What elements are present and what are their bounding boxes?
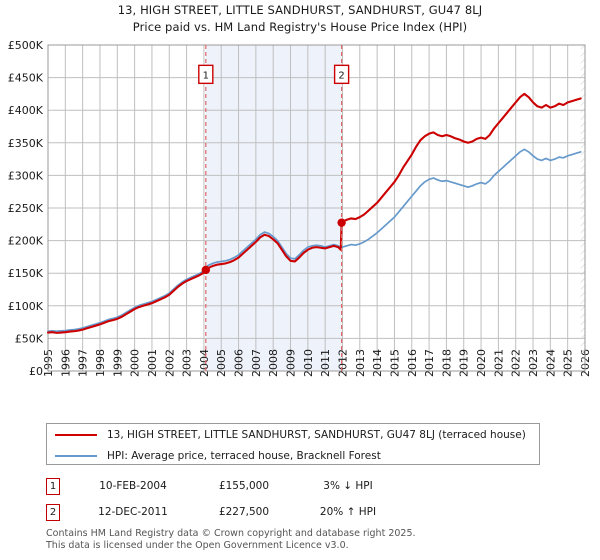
x-axis-tick-label: 1999 [111,349,124,377]
x-axis-tick-label: 2025 [562,349,575,377]
transaction-badge-2: 2 [46,503,60,521]
x-axis-tick-label: 2002 [163,349,176,377]
y-axis-tick-label: £150K [8,267,44,280]
x-axis-tick-label: 2004 [198,349,211,377]
x-axis-tick-label: 2009 [285,349,298,377]
legend-label-hpi: HPI: Average price, terraced house, Brac… [107,449,381,462]
y-axis-tick-label: £250K [8,202,44,215]
y-axis-tick-label: £100K [8,300,44,313]
event-marker-number-1: 1 [203,70,209,81]
x-axis-tick-label: 2011 [319,349,332,377]
x-axis-tick-label: 2006 [233,349,246,377]
transaction-table: 1 10-FEB-2004 £155,000 3% ↓ HPI 2 12-DEC… [46,473,566,525]
chart-title-line-1: 13, HIGH STREET, LITTLE SANDHURST, SANDH… [117,3,483,17]
x-axis-tick-label: 2024 [544,349,557,377]
y-axis-tick-label: £500K [8,39,44,52]
transaction-price-2: £227,500 [218,506,270,518]
x-axis-tick-label: 1996 [59,349,72,377]
y-axis-tick-label: £400K [8,104,44,117]
x-axis-tick-label: 1998 [94,349,107,377]
x-axis-tick-label: 2022 [510,349,523,377]
transaction-badge-1: 1 [46,477,60,495]
plot-border [47,44,586,372]
legend-swatch-price-paid [55,433,97,436]
x-axis-tick-label: 2007 [250,349,263,377]
x-axis-tick-label: 2023 [527,349,540,377]
x-axis-tick-label: 2020 [475,349,488,377]
footer-line-2: This data is licensed under the Open Gov… [46,539,349,551]
no-data-hatched-region [580,45,585,371]
x-axis-tick-label: 2008 [267,349,280,377]
chart-plot-area: £0 £50K £100K £150K £200K £250K £300K £350K £400… [8,39,592,378]
event-marker-badge-2 [333,64,350,85]
x-axis-tick-label: 1997 [77,349,90,377]
transaction-hpi-delta-2: 20% ↑ HPI [319,506,377,518]
y-axis-tick-label: £200K [8,235,44,248]
event-marker-badge-1 [198,64,214,85]
x-axis-tick-label: 2018 [440,349,453,377]
y-axis-tick-label: £300K [8,169,44,182]
legend-item-hpi: HPI: Average price, terraced house, Brac… [47,445,539,466]
transaction-date-1: 10-FEB-2004 [99,480,167,492]
table-row: 2 12-DEC-2011 £227,500 20% ↑ HPI [46,499,566,525]
footer-line-1: Contains HM Land Registry data © Crown c… [46,528,416,539]
x-axis-tick-label: 2001 [146,349,159,377]
x-axis-tick-label: 2010 [302,349,315,377]
x-axis-tick-label: 2019 [458,349,471,377]
x-axis-tick-label: 2003 [181,349,194,377]
series-line-price-paid [46,92,582,334]
transaction-date-2: 12-DEC-2011 [98,506,168,518]
x-axis-tick-label: 2012 [336,349,349,377]
x-axis-tick-label: 2015 [388,349,401,377]
legend-label-price-paid: 13, HIGH STREET, LITTLE SANDHURST, SANDH… [107,428,526,441]
x-axis-tick-label: 2005 [215,349,228,377]
x-axis-tick-label: 2016 [406,349,419,377]
copyright-footer: Contains HM Land Registry data © Crown c… [46,528,586,551]
chart-title-line-2: Price paid vs. HM Land Registry's House … [132,20,468,34]
y-axis-tick-label: £350K [8,137,44,150]
chart-title: 13, HIGH STREET, LITTLE SANDHURST, SANDH… [0,2,600,36]
event-marker-dot-1 [201,265,211,275]
transaction-hpi-delta-1: 3% ↓ HPI [323,480,373,492]
transaction-price-1: £155,000 [218,480,270,492]
legend-swatch-hpi [55,454,97,457]
series-line-hpi [47,148,582,333]
table-row: 1 10-FEB-2004 £155,000 3% ↓ HPI [46,473,566,499]
x-axis-tick-label: 2013 [354,349,367,377]
x-axis-tick-label: 2021 [492,349,505,377]
y-axis-tick-label: £0 [29,365,43,378]
x-axis-tick-label: 2014 [371,349,384,377]
event-marker-dot-2 [337,218,346,227]
x-axis-tick-label: 2017 [423,349,436,377]
y-axis-tick-label: £450K [8,72,44,85]
y-axis-tick-label: £50K [15,332,44,345]
legend-item-price-paid: 13, HIGH STREET, LITTLE SANDHURST, SANDH… [47,424,539,445]
chart-legend: 13, HIGH STREET, LITTLE SANDHURST, SANDH… [46,423,540,465]
event-marker-number-2: 2 [338,70,344,81]
x-axis-tick-label: 2000 [129,349,142,377]
